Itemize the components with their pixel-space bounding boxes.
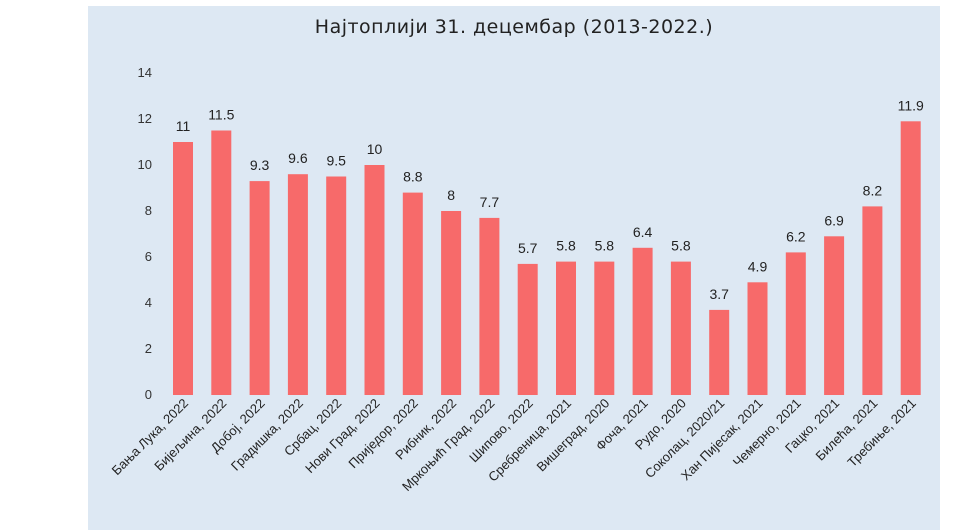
data-label: 11.5 bbox=[208, 107, 234, 123]
y-tick-label: 14 bbox=[138, 65, 152, 80]
bar bbox=[402, 192, 423, 395]
data-label: 5.8 bbox=[556, 238, 576, 254]
bar bbox=[479, 217, 500, 395]
data-label: 6.4 bbox=[633, 224, 653, 240]
bar bbox=[709, 309, 730, 395]
y-tick-label: 0 bbox=[145, 387, 152, 402]
chart-title: Најтоплији 31. децембар (2013-2022.) bbox=[314, 16, 714, 38]
bars bbox=[173, 121, 921, 396]
bar bbox=[249, 181, 270, 395]
category-label: Чемерно, 2021 bbox=[730, 396, 804, 470]
y-tick-label: 4 bbox=[145, 295, 152, 310]
bar bbox=[785, 252, 806, 395]
data-label: 6.9 bbox=[824, 212, 844, 228]
data-label: 5.7 bbox=[518, 240, 538, 256]
bar bbox=[824, 236, 845, 395]
bar bbox=[326, 176, 347, 395]
bar bbox=[670, 261, 691, 395]
y-tick-label: 12 bbox=[138, 111, 152, 126]
data-label: 9.6 bbox=[288, 150, 308, 166]
data-label: 5.8 bbox=[671, 238, 691, 254]
bar bbox=[173, 142, 193, 395]
bar bbox=[287, 174, 308, 395]
bar bbox=[517, 263, 538, 395]
y-tick-label: 8 bbox=[145, 203, 152, 218]
data-label: 9.3 bbox=[250, 157, 270, 173]
category-label: Требиње, 2021 bbox=[844, 396, 918, 470]
data-label: 5.8 bbox=[595, 238, 615, 254]
data-label: 9.5 bbox=[326, 153, 346, 169]
data-label: 7.7 bbox=[480, 194, 500, 210]
data-label: 3.7 bbox=[709, 286, 729, 302]
bar bbox=[862, 206, 883, 395]
data-label: 8.2 bbox=[863, 182, 883, 198]
y-axis: 0 2 4 6 8 10 12 14 bbox=[138, 65, 152, 402]
data-label: 4.9 bbox=[748, 258, 768, 274]
data-labels: 11 11.5 9.3 9.6 9.5 10 8.8 8 7.7 5.7 5.8 5.8 6.4 5.8 3… bbox=[176, 97, 924, 302]
bar bbox=[364, 165, 385, 395]
y-tick-label: 2 bbox=[145, 341, 152, 356]
data-label: 11.9 bbox=[898, 97, 924, 113]
data-label: 8 bbox=[447, 187, 455, 203]
bar bbox=[556, 261, 576, 395]
bar bbox=[211, 130, 232, 395]
data-label: 10 bbox=[367, 141, 383, 157]
bar bbox=[594, 261, 615, 395]
bar bbox=[747, 282, 768, 395]
bar bbox=[900, 121, 921, 396]
y-tick-label: 10 bbox=[138, 157, 152, 172]
y-tick-label: 6 bbox=[145, 249, 152, 264]
bar bbox=[441, 211, 462, 395]
data-label: 8.8 bbox=[403, 169, 423, 185]
data-label: 6.2 bbox=[786, 228, 806, 244]
bar bbox=[632, 247, 653, 395]
data-label: 11 bbox=[176, 118, 191, 134]
